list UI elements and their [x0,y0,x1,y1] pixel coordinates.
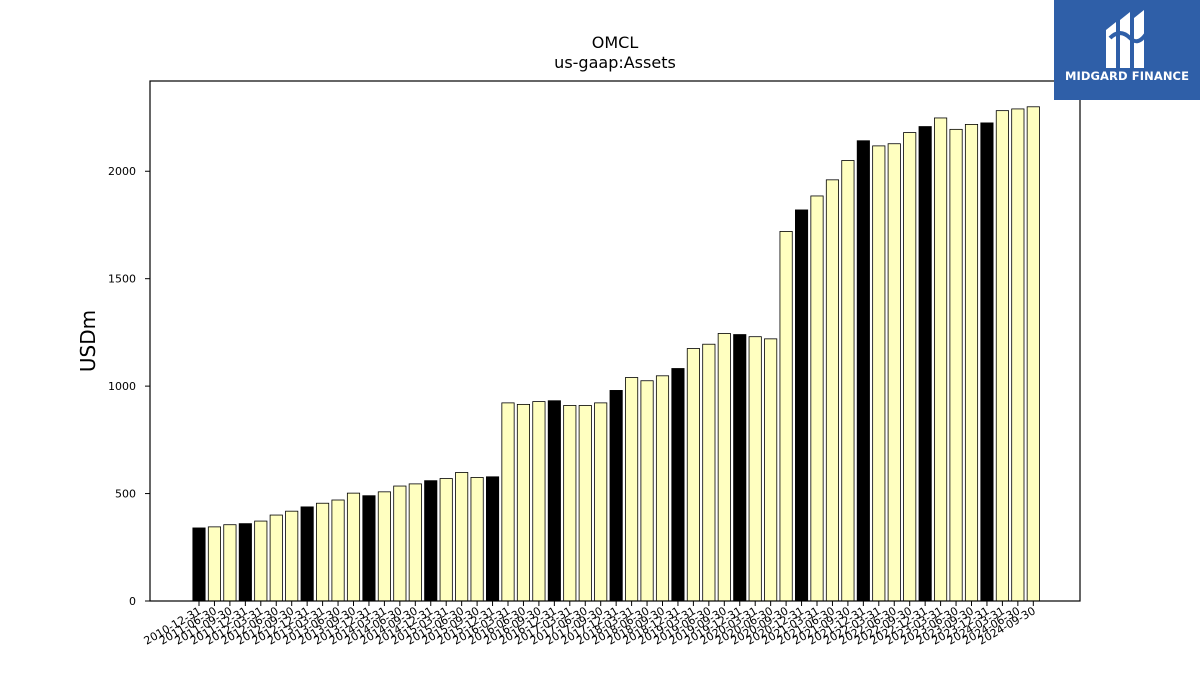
bar-2012-03-31 [269,514,283,602]
bar-2018-06-30 [655,375,670,602]
bar-2013-03-31 [331,499,345,602]
bar-2013-09-30 [362,495,376,602]
bar-2015-03-31 [455,472,469,602]
bar-2015-06-30 [470,477,484,602]
y-tick-label: 1500 [108,273,136,286]
bar-2023-06-30 [964,124,979,602]
bar-2016-06-30 [532,401,546,602]
bar-2011-12-31 [254,520,268,602]
bar-2014-09-30 [424,480,438,602]
bar-2018-12-31 [686,348,700,602]
y-tick-label: 1000 [108,380,136,393]
bar-2014-12-31 [439,478,453,602]
bar-2015-12-31 [501,402,515,602]
bar-2023-12-31 [995,110,1009,602]
bar-2022-12-31 [934,117,948,602]
bar-2011-06-30 [223,524,237,602]
bar-series [192,106,1040,602]
y-axis: 0 500 1000 1500 2000 [108,165,150,608]
bar-2019-09-30 [733,334,747,602]
bar-2021-03-31 [825,179,839,602]
y-tick-label: 0 [129,595,136,608]
bar-2016-12-31 [563,405,577,602]
bar-2021-09-30 [856,140,870,602]
bar-2022-09-30 [918,126,932,602]
y-tick-label: 2000 [108,165,136,178]
midgard-m-logo-icon [1106,10,1148,68]
bar-2013-06-30 [346,492,361,602]
y-tick-label: 500 [115,488,136,501]
bar-2020-12-31 [810,195,824,602]
bar-2014-03-31 [393,485,407,602]
bar-2018-09-30 [671,368,685,602]
bar-2017-09-30 [609,390,623,602]
bar-2024-06-30 [1026,106,1040,602]
chart-subtitle: us-gaap:Assets [554,53,676,72]
y-axis-label: USDm [76,310,100,372]
bar-2022-06-30 [903,132,917,602]
bar-2016-09-30 [547,400,561,602]
bar-2019-12-31 [748,336,762,602]
midgard-finance-logo: MIDGARD FINANCE [1054,0,1200,100]
bar-2011-09-30 [238,523,252,602]
bar-2023-03-31 [949,128,963,602]
bar-2022-03-31 [887,143,901,602]
x-axis: 2010-12-312011-06-302011-09-302011-12-31… [142,601,1038,648]
chart-title: OMCL [592,33,639,52]
bar-2023-09-30 [980,122,994,602]
bar-2013-12-31 [377,491,391,602]
bar-2012-06-30 [285,510,299,602]
bar-2018-03-31 [640,380,654,602]
plot-frame [149,80,1081,602]
bar-2017-12-31 [625,377,639,602]
bar-2024-03-31 [1011,108,1025,602]
bar-2020-03-31 [764,338,778,602]
bar-2020-09-30 [795,209,809,602]
bar-2017-03-31 [578,405,592,602]
bar-2016-03-31 [516,403,530,602]
bar-2010-12-31 [192,527,206,602]
bar-2017-06-30 [594,402,608,602]
bar-2021-12-31 [872,145,886,602]
bar-2012-09-30 [300,506,314,602]
bar-2020-06-30 [779,231,793,602]
bar-2012-12-31 [316,502,330,602]
bar-2011-03-31 [207,526,222,602]
bar-2015-09-30 [485,476,500,602]
bar-2019-06-30 [717,333,731,602]
bar-2021-06-30 [841,160,855,602]
bar-2019-03-31 [702,343,716,602]
logo-text: MIDGARD FINANCE [1064,69,1190,83]
bar-2014-06-30 [408,483,422,602]
